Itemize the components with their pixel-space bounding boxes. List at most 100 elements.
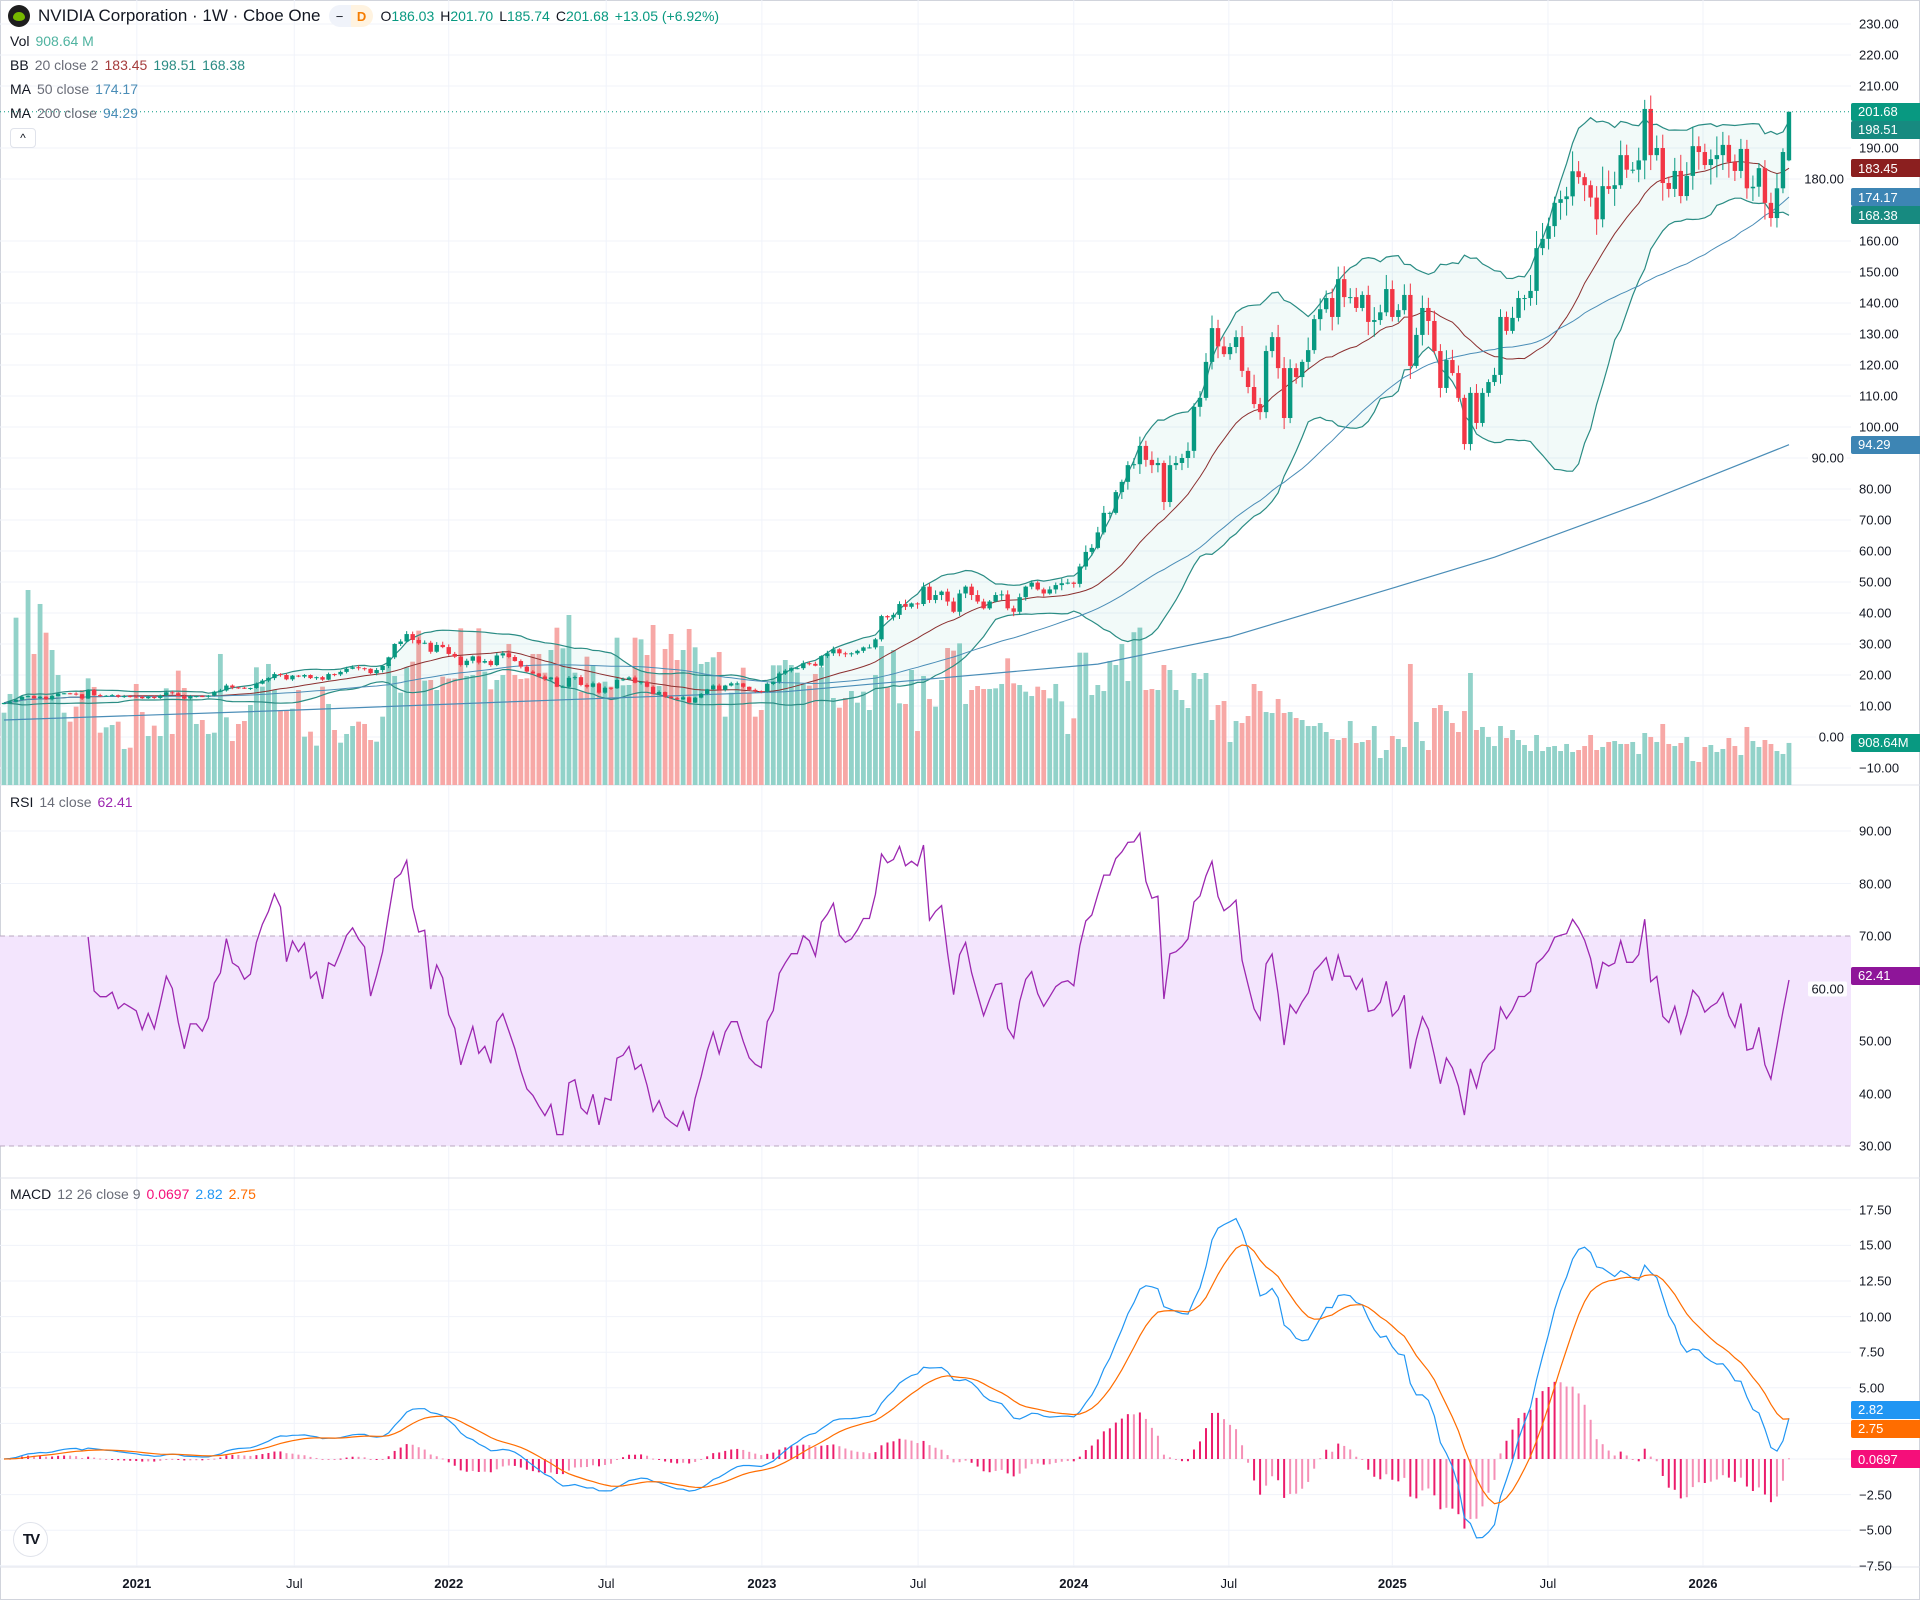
candle-body (1420, 307, 1425, 335)
candle-body (765, 683, 770, 692)
candle-body (1426, 307, 1431, 321)
candle (1005, 590, 1010, 611)
candle (1071, 581, 1076, 588)
high-label: H (440, 8, 451, 24)
candle-body (1510, 317, 1515, 331)
legend-ma200[interactable]: MA 200 close 94.29 (10, 105, 138, 121)
volume-bar (290, 708, 295, 785)
candle (891, 612, 896, 621)
candle (1396, 304, 1401, 322)
volume-bar (157, 736, 163, 785)
candle-body (1035, 582, 1040, 590)
candle (921, 582, 926, 607)
volume-bar (927, 698, 932, 785)
candle (1774, 173, 1780, 228)
candle-body (1654, 148, 1659, 156)
collapse-legend-button[interactable]: ^ (10, 128, 36, 148)
macd-histogram-bar (868, 1453, 871, 1459)
candle (698, 692, 704, 699)
macd-histogram-bar (874, 1452, 877, 1459)
volume-bar (626, 685, 632, 785)
volume-bar (1107, 661, 1113, 785)
candle (332, 673, 337, 677)
symbol-title[interactable]: NVIDIA Corporation · 1W · Cboe One (38, 6, 321, 25)
candle-body (999, 594, 1004, 596)
volume-bar (296, 690, 301, 785)
macd-histogram-bar (676, 1459, 679, 1464)
macd-histogram-bar (483, 1459, 486, 1472)
volume-bar (1558, 751, 1563, 785)
candle-body (1269, 337, 1275, 352)
volume-bar (638, 639, 644, 785)
bb-upper-line (3, 116, 1790, 704)
candle (1756, 162, 1762, 197)
macd-line-value: 2.82 (195, 1186, 223, 1202)
volume-bar (446, 678, 452, 785)
candle-body (620, 679, 626, 681)
macd-histogram-bar (880, 1445, 883, 1459)
volume-bar (1552, 746, 1557, 785)
volume-bar (782, 660, 788, 785)
candle (686, 696, 692, 704)
candle-body (109, 695, 115, 697)
macd-axis-label: 15.00 (1859, 1237, 1892, 1253)
candle (266, 677, 271, 683)
price-axis-label: 20.00 (1859, 667, 1892, 683)
volume-bar (897, 703, 902, 785)
macd-histogram-bar (982, 1459, 985, 1472)
candle (1372, 307, 1377, 337)
candle-body (1227, 347, 1233, 355)
volume-bar (1570, 751, 1576, 785)
macd-histogram-bar (255, 1455, 258, 1459)
candle (350, 665, 355, 670)
bollinger-bands (3, 116, 1790, 706)
candle (1564, 186, 1569, 216)
volume-bar (91, 686, 97, 785)
volume-bar (1540, 751, 1545, 785)
volume-bar (1498, 726, 1503, 785)
candle (1161, 460, 1167, 511)
candle (1780, 148, 1786, 194)
candle-body (1083, 551, 1088, 567)
candle-body (380, 666, 385, 671)
candle-body (97, 695, 103, 697)
macd-histogram-bar (135, 1459, 138, 1462)
candle-body (194, 696, 199, 698)
market-status-pill[interactable]: − D (328, 5, 373, 27)
volume-bar (1425, 750, 1431, 785)
candle-body (332, 674, 337, 676)
volume-bar (49, 650, 55, 785)
volume-bar (758, 710, 764, 785)
candle-body (825, 653, 830, 657)
candle (1149, 451, 1155, 474)
volume-bar (999, 683, 1005, 785)
macd-histogram-bar (1138, 1412, 1141, 1459)
legend-rsi[interactable]: RSI 14 close 62.41 (10, 794, 133, 810)
macd-histogram-bar (976, 1459, 979, 1467)
macd-histogram-bar (1253, 1459, 1256, 1481)
legend-ma50[interactable]: MA 50 close 174.17 (10, 81, 138, 97)
macd-histogram-bar (189, 1459, 192, 1461)
volume-bar (939, 680, 944, 785)
legend-macd[interactable]: MACD 12 26 close 9 0.0697 2.82 2.75 (10, 1186, 256, 1202)
legend-volume[interactable]: Vol 908.64 M (10, 33, 94, 49)
macd-params: 12 26 close 9 (57, 1186, 141, 1202)
legend-bollinger[interactable]: BB 20 close 2 183.45 198.51 168.38 (10, 57, 245, 73)
candle-body (1552, 202, 1557, 227)
macd-histogram-bar (123, 1459, 126, 1461)
candle-body (338, 671, 343, 675)
tradingview-logo[interactable]: TV (13, 1522, 48, 1557)
candle-body (759, 691, 764, 693)
macd-histogram-bar (267, 1452, 270, 1459)
volume-bar (632, 637, 638, 785)
macd-histogram-bar (1739, 1459, 1742, 1478)
macd-histogram-bar (207, 1459, 210, 1460)
candle-body (1245, 370, 1251, 388)
macd-histogram-bar (1667, 1459, 1670, 1488)
macd-histogram-bar (1775, 1459, 1778, 1497)
candle-body (987, 601, 992, 609)
candle-body (1516, 298, 1521, 318)
volume-badge: 908.64M (1851, 733, 1920, 752)
candle (122, 694, 127, 698)
